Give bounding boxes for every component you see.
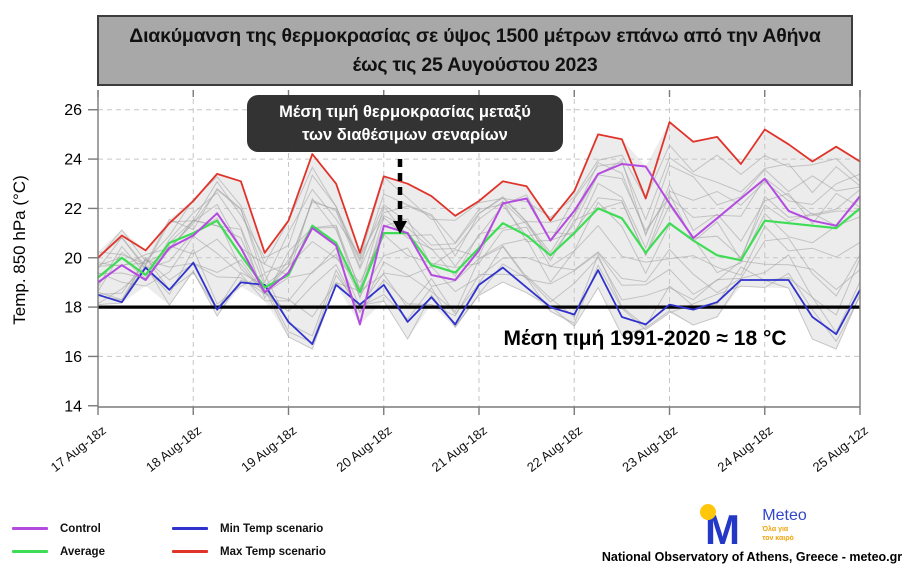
observatory-credit: National Observatory of Athens, Greece -… xyxy=(601,550,903,564)
meteo-logo-icon: M xyxy=(700,504,740,547)
legend: Control Min Temp scenario Average Max Te… xyxy=(12,517,402,563)
legend-label: Min Temp scenario xyxy=(220,522,324,535)
svg-text:26: 26 xyxy=(64,102,82,119)
legend-label: Max Temp scenario xyxy=(220,545,326,558)
svg-text:24 Aug-18z: 24 Aug-18z xyxy=(715,423,776,475)
legend-item-control: Control xyxy=(12,523,172,535)
meteo-tagline-line1: Όλα για xyxy=(762,525,789,533)
meteo-brand-name: Meteo xyxy=(762,507,807,524)
svg-text:14: 14 xyxy=(64,398,82,415)
reference-mean-label: Μέση τιμή 1991-2020 ≈ 18 °C xyxy=(503,327,787,350)
chart-title-line2: έως τις 25 Αυγούστου 2023 xyxy=(352,53,598,76)
meteo-logo-row: M Meteo Όλα για τον καιρό xyxy=(697,503,807,547)
legend-label: Average xyxy=(60,545,105,558)
legend-label: Control xyxy=(60,522,101,535)
svg-text:20: 20 xyxy=(64,250,82,267)
chart-title-line1: Διακύμανση της θερμοκρασίας σε ύψος 1500… xyxy=(129,25,821,48)
sun-icon xyxy=(700,504,717,520)
svg-text:25 Aug-12z: 25 Aug-12z xyxy=(810,423,871,475)
svg-text:19 Aug-18z: 19 Aug-18z xyxy=(238,423,299,475)
svg-text:24: 24 xyxy=(64,152,82,169)
min-temp-line-swatch xyxy=(172,527,208,530)
svg-text:16: 16 xyxy=(64,349,82,366)
y-axis-label: Temp. 850 hPa (°C) xyxy=(10,175,29,325)
legend-item-average: Average xyxy=(12,546,172,558)
meteo-tagline-line2: τον καιρό xyxy=(762,534,794,542)
svg-text:18: 18 xyxy=(64,300,82,317)
annotation-callout: Μέση τιμή θερμοκρασίας μεταξύ των διαθέσ… xyxy=(247,95,563,152)
average-line-swatch xyxy=(12,550,48,553)
svg-text:20 Aug-18z: 20 Aug-18z xyxy=(334,423,395,475)
svg-text:23 Aug-18z: 23 Aug-18z xyxy=(619,423,680,475)
chart-title-box: Διακύμανση της θερμοκρασίας σε ύψος 1500… xyxy=(97,15,853,86)
control-line-swatch xyxy=(12,527,48,530)
svg-text:18 Aug-18z: 18 Aug-18z xyxy=(143,423,204,475)
svg-text:21 Aug-18z: 21 Aug-18z xyxy=(429,423,490,475)
svg-text:22: 22 xyxy=(64,201,82,218)
annotation-line1: Μέση τιμή θερμοκρασίας μεταξύ xyxy=(279,103,531,122)
legend-item-max-temp: Max Temp scenario xyxy=(172,546,402,558)
max-temp-line-swatch xyxy=(172,550,208,553)
svg-text:17 Aug-18z: 17 Aug-18z xyxy=(48,423,109,475)
annotation-line2: των διαθέσιμων σεναρίων xyxy=(302,125,508,144)
footer-branding: M Meteo Όλα για τον καιρό National Obser… xyxy=(596,503,908,564)
legend-item-min-temp: Min Temp scenario xyxy=(172,523,402,535)
svg-text:22 Aug-18z: 22 Aug-18z xyxy=(524,423,585,475)
meteo-brand-texts: Meteo Όλα για τον καιρό xyxy=(762,503,806,543)
